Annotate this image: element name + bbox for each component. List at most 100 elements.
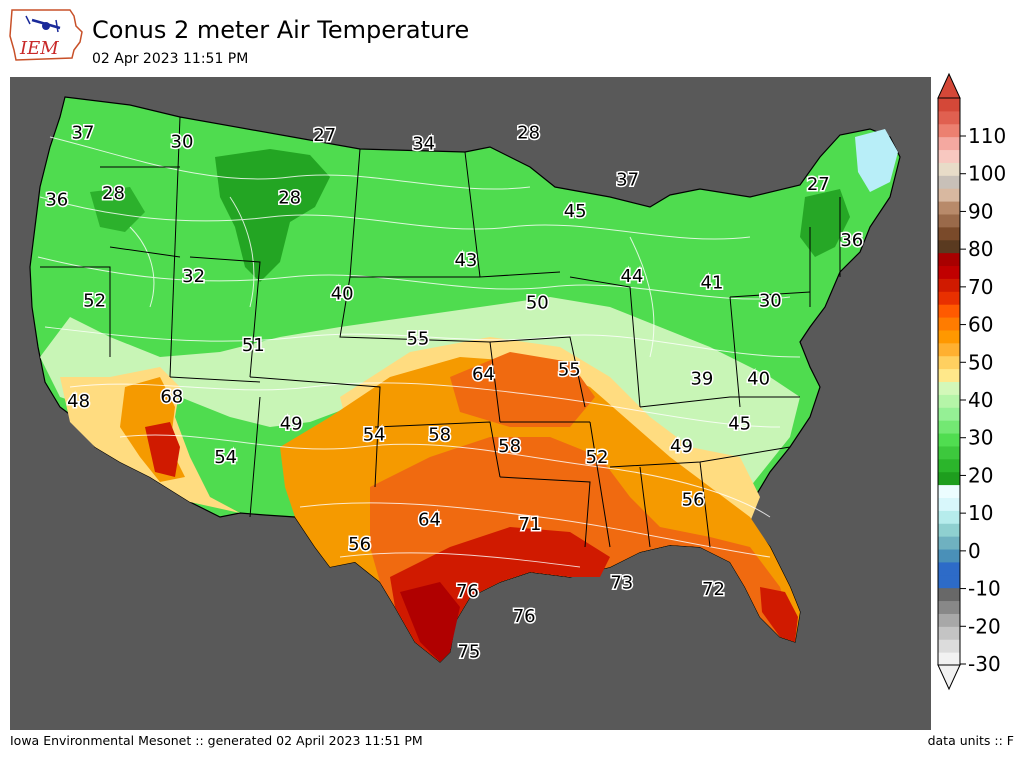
colorbar-bin: [938, 626, 960, 640]
colorbar-top-arrow: [937, 72, 961, 99]
colorbar-bin: [938, 123, 960, 138]
temperature-label: 40: [747, 369, 770, 390]
colorbar-bin: [938, 433, 960, 447]
colorbar-bin: [938, 613, 960, 627]
colorbar-bin: [938, 213, 960, 228]
colorbar-bottom-arrow: [937, 664, 961, 691]
colorbar-tick-label: -10: [968, 577, 1001, 601]
colorbar-bin: [938, 304, 960, 318]
colorbar-tick-label: 50: [968, 350, 993, 374]
temperature-label: 30: [171, 132, 194, 153]
colorbar-bin: [938, 549, 960, 563]
colorbar-tick-label: 40: [968, 388, 993, 412]
temperature-label: 34: [412, 134, 435, 155]
red-orange-zone-north: [450, 352, 595, 427]
colorbar-bin: [938, 458, 960, 473]
temperature-label: 58: [428, 425, 451, 446]
colorbar-tick-label: -30: [968, 652, 1001, 676]
temperature-label: 64: [472, 364, 495, 385]
colorbar-tick-label: 100: [968, 162, 1006, 186]
colorbar-tick-label: 10: [968, 501, 993, 525]
temperature-label: 76: [456, 581, 479, 602]
colorbar-bin: [938, 278, 960, 292]
temperature-label: 73: [610, 572, 633, 593]
svg-text:IEM: IEM: [19, 38, 59, 59]
colorbar-bin: [938, 98, 960, 112]
temperature-label: 27: [807, 174, 830, 195]
temperature-label: 28: [517, 123, 540, 144]
colorbar: 110 100 90 80 70 60 50 40 30 20 10 0 -10 -20 -30: [932, 70, 1024, 695]
colorbar-bin: [938, 368, 960, 382]
colorbar-bin: [938, 162, 960, 176]
colorbar-bin: [938, 201, 960, 215]
temperature-label: 44: [621, 266, 644, 287]
temperature-label: 41: [701, 273, 724, 294]
colorbar-bin: [938, 497, 960, 511]
colorbar-bin: [938, 639, 960, 653]
iem-logo: IEM: [8, 6, 86, 66]
temperature-label: 49: [670, 436, 693, 457]
temperature-label: 58: [498, 436, 521, 457]
temperature-label: 55: [406, 328, 429, 349]
colorbar-bin: [938, 600, 960, 614]
red-zone-florida: [760, 587, 798, 642]
cold-zone-northeast: [800, 189, 850, 257]
colorbar-bin: [938, 536, 960, 550]
temperature-label: 37: [72, 123, 95, 144]
temperature-label: 52: [83, 290, 106, 311]
temperature-label: 32: [182, 266, 205, 287]
colorbar-bin: [938, 381, 960, 395]
page-title: Conus 2 meter Air Temperature: [92, 16, 470, 44]
colorbar-tick-label: -20: [968, 614, 1001, 638]
temperature-label: 56: [348, 534, 371, 555]
timestamp-subtitle: 02 Apr 2023 11:51 PM: [92, 51, 249, 67]
colorbar-bin: [938, 445, 960, 460]
temperature-label: 36: [45, 190, 68, 211]
colorbar-bin: [938, 574, 960, 589]
temperature-label: 28: [102, 183, 125, 204]
colorbar-bin: [938, 420, 960, 434]
temperature-label: 68: [160, 387, 183, 408]
colorbar-bin: [938, 226, 960, 241]
footer-units: data units :: F: [927, 733, 1014, 748]
colorbar-bin: [938, 188, 960, 202]
temperature-labels: 37 30 27 34 28 37 27 36 36 28 28 45 43 32 40 52 44 41 30 50…: [44, 121, 865, 664]
colorbar-bin: [938, 265, 960, 279]
temperature-label: 39: [690, 369, 713, 390]
colorbar-bin: [938, 110, 960, 125]
colorbar-bin: [938, 342, 960, 357]
temperature-label: 50: [526, 293, 549, 314]
colorbar-bin: [938, 136, 960, 151]
colorbar-tick-label: 30: [968, 426, 993, 450]
temperature-label: 49: [280, 413, 303, 434]
temperature-label: 51: [242, 335, 265, 356]
colorbar-bin: [938, 175, 960, 189]
temperature-label: 40: [331, 284, 354, 305]
colorbar-bin: [938, 149, 960, 163]
temperature-label: 56: [682, 490, 705, 511]
temperature-label: 71: [519, 514, 542, 535]
colorbar-bin: [938, 239, 960, 254]
colorbar-bin: [938, 484, 960, 498]
colorbar-bin: [938, 394, 960, 408]
temperature-label: 36: [840, 230, 863, 251]
temperature-label: 76: [513, 606, 536, 627]
colorbar-bin: [938, 561, 960, 576]
temperature-label: 45: [728, 413, 751, 434]
colorbar-bin: [938, 652, 960, 666]
colorbar-tick-label: 80: [968, 237, 993, 261]
colorbar-bin: [938, 523, 960, 537]
dark-red-zone: [400, 582, 460, 662]
temperature-label: 55: [558, 360, 581, 381]
temperature-label: 75: [457, 642, 480, 663]
temperature-label: 43: [454, 250, 477, 271]
colorbar-tick-label: 20: [968, 463, 993, 487]
temperature-label: 54: [214, 447, 237, 468]
colorbar-bin: [938, 355, 960, 370]
temperature-label: 52: [586, 447, 609, 468]
colorbar-bin: [938, 587, 960, 602]
colorbar-bin: [938, 291, 960, 305]
temperature-label: 54: [363, 425, 386, 446]
colorbar-bin: [938, 252, 960, 267]
maine-pale-blue: [855, 129, 898, 192]
